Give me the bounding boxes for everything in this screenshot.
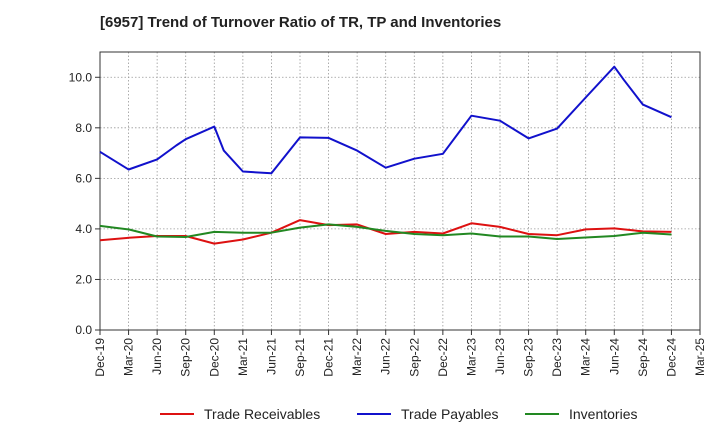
y-tick-label: 4.0 [75,222,92,236]
y-tick-label: 2.0 [75,272,92,286]
plot-frame [99,51,701,331]
legend-label-trade-receivables: Trade Receivables [204,406,320,422]
legend-label-inventories: Inventories [569,406,637,422]
x-tick-label: Jun-23 [493,338,507,375]
x-tick-label: Jun-21 [264,338,278,375]
y-tick-label: 10.0 [69,70,93,84]
x-tick-label: Mar-20 [122,338,136,376]
y-tick-label: 8.0 [75,121,92,135]
x-tick-label: Mar-24 [579,338,593,376]
x-tick-label: Mar-21 [236,338,250,376]
x-tick-label: Dec-19 [93,338,107,377]
x-tick-label: Sep-21 [293,338,307,377]
x-tick-label: Jun-24 [607,338,621,375]
series-line-inventories [99,223,672,240]
series-line-trade-receivables [99,219,672,245]
x-tick-label: Dec-23 [550,338,564,377]
x-tick-label: Jun-20 [150,338,164,375]
legend-label-trade-payables: Trade Payables [401,406,499,422]
y-tick-label: 6.0 [75,171,92,185]
x-tick-label: Mar-22 [350,338,364,376]
x-tick-label: Jun-22 [379,338,393,375]
x-tick-label: Dec-22 [436,338,450,377]
x-tick-label: Dec-24 [664,338,678,377]
x-tick-label: Sep-20 [179,338,193,377]
x-tick-label: Dec-20 [207,338,221,377]
x-tick-label: Dec-21 [322,338,336,377]
series-line-trade-payables [99,65,672,175]
x-tick-label: Sep-24 [636,338,650,377]
x-tick-label: Mar-23 [464,338,478,376]
y-tick-label: 0.0 [75,323,92,337]
x-tick-label: Sep-22 [407,338,421,377]
x-tick-label: Sep-23 [522,338,536,377]
x-tick-label: Mar-25 [693,338,707,376]
chart-title: [6957] Trend of Turnover Ratio of TR, TP… [100,14,502,31]
